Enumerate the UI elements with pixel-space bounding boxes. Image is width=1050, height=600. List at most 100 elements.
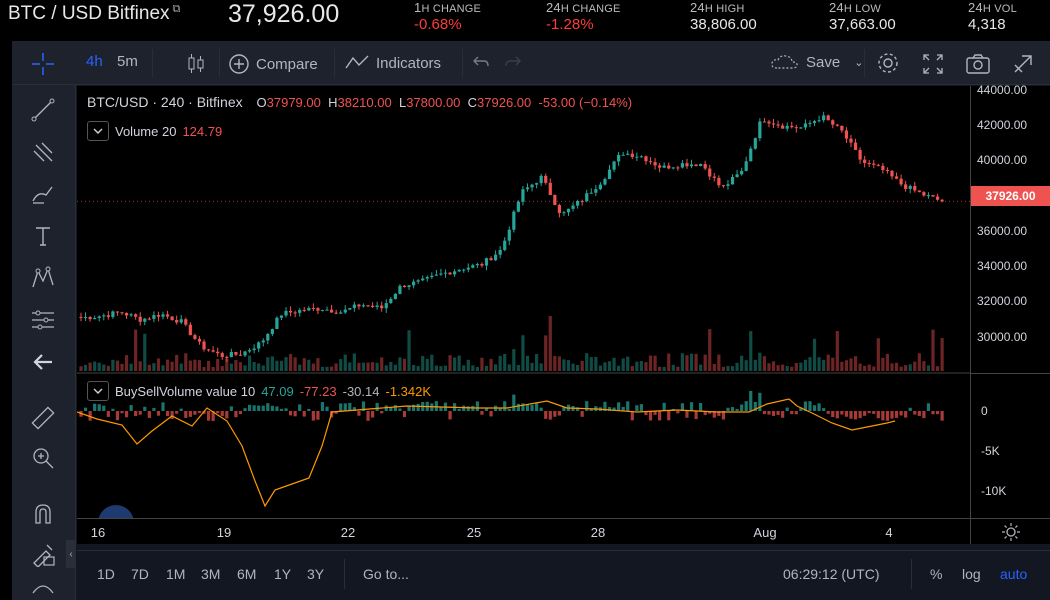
candle-body (334, 312, 338, 314)
pattern-icon[interactable] (26, 263, 60, 293)
goto-button[interactable]: Go to... (363, 566, 409, 582)
redo-icon[interactable] (504, 53, 522, 71)
indicators-label: Indicators (376, 54, 442, 72)
volume-bar (439, 366, 443, 371)
volume-bar (626, 356, 630, 371)
buysell-bar (252, 405, 256, 411)
candle-body (840, 125, 844, 131)
candle-body (484, 258, 489, 266)
candle-body (443, 272, 448, 274)
candle-body (594, 189, 598, 193)
chevron-down-icon[interactable] (87, 381, 109, 401)
volume-bar (498, 355, 502, 371)
buysell-bar (585, 401, 589, 411)
save-button[interactable]: Save ⌄ (770, 53, 863, 71)
zoom-in-icon[interactable] (26, 443, 60, 473)
utc-clock[interactable]: 06:29:12 (UTC) (783, 566, 880, 582)
settings-gear-icon[interactable] (876, 51, 900, 75)
buysell-bar (311, 411, 315, 421)
chevron-down-icon: ⌄ (854, 56, 864, 69)
candle-style-icon[interactable] (186, 53, 206, 75)
trend-line-icon[interactable] (26, 95, 60, 125)
compare-button[interactable]: Compare (228, 53, 318, 75)
external-link-icon[interactable]: ⧉ (172, 3, 181, 15)
volume-bar (708, 329, 712, 371)
crosshair-icon[interactable] (30, 51, 56, 77)
buysell-bar (812, 405, 817, 411)
candle-body (193, 335, 197, 339)
time-axis[interactable]: 16 19 22 25 28 Aug 4 (77, 518, 970, 544)
auto-scale-button[interactable]: auto (1000, 566, 1028, 582)
chevron-down-icon[interactable] (87, 121, 109, 141)
candle-body (539, 175, 543, 184)
interval-4h-button[interactable]: 4h (86, 53, 103, 70)
ruler-icon[interactable] (26, 403, 60, 433)
eye-icon[interactable] (26, 577, 60, 597)
collapse-toolbar-chevron-icon[interactable]: ‹ (66, 540, 76, 568)
range-1d-button[interactable]: 1D (97, 566, 115, 582)
prediction-icon[interactable] (26, 305, 60, 335)
chart-settings-sun-icon[interactable] (970, 518, 1050, 544)
volume-bar (740, 355, 744, 371)
volume-bar (785, 366, 789, 371)
range-1m-button[interactable]: 1M (166, 566, 186, 582)
buysell-bar (699, 402, 703, 411)
range-3y-button[interactable]: 3Y (307, 566, 325, 582)
time-tick: 22 (340, 525, 356, 540)
buysell-bar (653, 411, 657, 415)
indicators-button[interactable]: Indicators (344, 53, 441, 73)
volume-bar (612, 357, 616, 371)
candle-body (803, 123, 808, 128)
price-tick: 42000.00 (977, 118, 1028, 132)
buysell-bar (247, 404, 252, 411)
volume-bar (571, 363, 575, 371)
price-chart[interactable] (77, 86, 970, 518)
buysell-bar (343, 403, 347, 411)
buysell-bar (307, 408, 311, 411)
volume-bar (380, 357, 384, 371)
buysell-bar (548, 411, 552, 420)
magnet-icon[interactable] (26, 499, 60, 529)
chart-pane[interactable]: BTC/USD · 240 · Bitfinex O37979.00 H3821… (77, 86, 970, 518)
undo-icon[interactable] (472, 53, 490, 71)
volume-bar (712, 363, 716, 371)
brush-icon[interactable] (26, 179, 60, 209)
volume-bar (680, 353, 685, 371)
price-tick: 30000.00 (977, 330, 1028, 344)
volume-bar (881, 357, 885, 371)
volume-bar (721, 366, 726, 371)
volume-bar (503, 353, 507, 371)
text-tool-icon[interactable] (26, 221, 60, 251)
publish-icon[interactable] (1012, 53, 1034, 75)
arrow-left-icon[interactable] (26, 347, 60, 377)
lock-drawings-icon[interactable] (26, 539, 60, 569)
range-3m-button[interactable]: 3M (201, 566, 221, 582)
ticker-bar: BTC / USD Bitfinex ⧉ 37,926.00 1H CHANGE … (0, 0, 1050, 40)
buysell-bar (767, 411, 771, 415)
ticker-pair-label[interactable]: BTC / USD Bitfinex (8, 3, 170, 24)
pitchfork-icon[interactable] (26, 137, 60, 167)
volume-bar (352, 353, 356, 371)
range-7d-button[interactable]: 7D (131, 566, 149, 582)
candle-body (129, 314, 133, 316)
volume-bar (384, 365, 388, 371)
range-1y-button[interactable]: 1Y (274, 566, 292, 582)
percent-scale-button[interactable]: % (930, 566, 943, 582)
price-axis[interactable]: 44000.00 42000.00 40000.00 37926.00 3600… (970, 83, 1050, 518)
candle-body (88, 317, 92, 320)
fullscreen-icon[interactable] (922, 53, 944, 75)
buysell-bar (612, 407, 616, 411)
ticker-pair[interactable]: BTC / USD Bitfinex ⧉ (8, 3, 180, 25)
buysell-bar (826, 411, 830, 414)
buysell-bar (106, 411, 110, 417)
buysell-bar (530, 404, 534, 411)
log-scale-button[interactable]: log (962, 566, 981, 582)
interval-5m-button[interactable]: 5m (117, 53, 138, 70)
buysell-bar (803, 401, 808, 411)
candle-body (521, 189, 525, 202)
range-6m-button[interactable]: 6M (237, 566, 257, 582)
camera-icon[interactable] (965, 53, 991, 75)
candle-body (648, 161, 653, 163)
volume-bar (120, 363, 124, 371)
volume-bar (781, 364, 785, 371)
